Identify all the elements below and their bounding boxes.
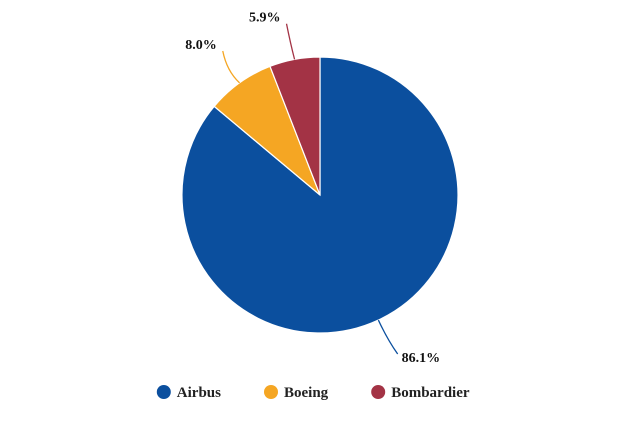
label-bombardier: 5.9% <box>249 11 281 26</box>
legend: Airbus Boeing Bombardier <box>156 385 470 401</box>
legend-marker-bombardier <box>371 385 386 399</box>
legend-label-airbus: Airbus <box>177 385 221 401</box>
legend-marker-boeing <box>264 385 278 399</box>
legend-marker-airbus <box>156 385 171 399</box>
slice-labels: 86.1% 8.0% 5.9% <box>185 11 440 366</box>
label-airbus: 86.1% <box>402 351 441 366</box>
legend-label-boeing: Boeing <box>284 385 329 401</box>
leader-airbus <box>377 319 399 355</box>
leader-lines <box>222 23 399 355</box>
leader-bombardier <box>285 23 296 60</box>
label-boeing: 8.0% <box>185 38 217 53</box>
pie-slices <box>181 56 459 334</box>
leader-boeing <box>222 50 241 84</box>
legend-label-bombardier: Bombardier <box>391 385 470 401</box>
slice-bombardier <box>269 56 321 196</box>
